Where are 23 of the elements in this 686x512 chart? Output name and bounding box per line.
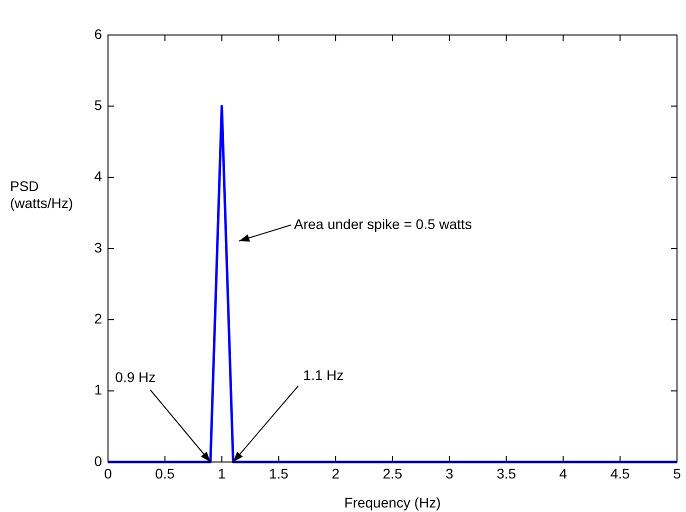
x-axis-title: Frequency (Hz) — [344, 494, 441, 510]
x-tick-label: 3 — [446, 465, 454, 482]
x-tick-label: 3.5 — [496, 465, 516, 482]
x-tick-label: 1.5 — [268, 465, 289, 482]
y-tick-label: 0 — [94, 452, 102, 469]
y-tick-label: 3 — [94, 239, 102, 256]
x-tick-label: 2 — [332, 465, 340, 482]
x-tick-label: 0.5 — [155, 465, 175, 482]
x-tick-label: 4.5 — [610, 465, 630, 482]
x-tick-label: 4 — [559, 465, 568, 482]
x-tick-label: 0 — [104, 465, 112, 482]
y-tick-label: 6 — [94, 26, 102, 42]
y-tick-label: 5 — [94, 97, 102, 114]
y-tick-label: 4 — [94, 168, 102, 184]
annotation: Area under spike = 0.5 watts — [294, 216, 472, 232]
annotation: 0.9 Hz — [115, 368, 156, 385]
y-axis-title: PSD (watts/Hz) — [10, 178, 74, 212]
y-tick-label: 2 — [94, 310, 102, 327]
x-tick-label: 5 — [673, 465, 682, 482]
y-tick-label: 1 — [94, 382, 102, 398]
x-tick-label: 2.5 — [382, 465, 402, 482]
x-tick-label: 1 — [218, 465, 226, 482]
annotation: 1.1 Hz — [303, 366, 344, 383]
